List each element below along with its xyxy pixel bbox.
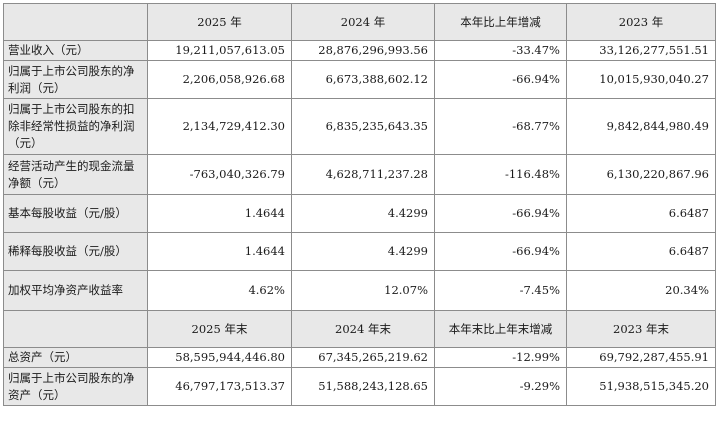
financial-summary: 2025 年 2024 年 本年比上年增减 2023 年 营业收入（元） 19,… [3, 3, 716, 434]
value-2025: 2,134,729,412.30 [147, 98, 292, 155]
value-change: -66.94% [434, 194, 567, 233]
value-2024: 4.4299 [291, 194, 435, 233]
row-label: 归属于上市公司股东的净资产（元） [3, 367, 148, 406]
value-change: -116.48% [434, 154, 567, 195]
header-corner [3, 3, 148, 41]
table-row: 稀释每股收益（元/股） 1.4644 4.4299 -66.94% 6.6487 [3, 232, 716, 271]
table-row: 营业收入（元） 19,211,057,613.05 28,876,296,993… [3, 40, 716, 61]
value-2024: 6,673,388,602.12 [291, 60, 435, 99]
value-2025: 2,206,058,926.68 [147, 60, 292, 99]
value-2024: 4.4299 [291, 232, 435, 271]
header-2024: 2024 年 [291, 3, 435, 41]
table-row: 归属于上市公司股东的扣除非经常性损益的净利润（元） 2,134,729,412.… [3, 98, 716, 155]
value-change: -7.45% [434, 270, 567, 311]
value-2025: 1.4644 [147, 232, 292, 271]
value-2023: 20.34% [566, 270, 716, 311]
value-2025: -763,040,326.79 [147, 154, 292, 195]
table-row: 经营活动产生的现金流量净额（元） -763,040,326.79 4,628,7… [3, 154, 716, 195]
value-change: -33.47% [434, 40, 567, 61]
row-label: 加权平均净资产收益率 [3, 270, 148, 311]
header-2024-end: 2024 年末 [291, 310, 435, 348]
header-row-annual: 2025 年 2024 年 本年比上年增减 2023 年 [3, 3, 716, 41]
value-2023: 69,792,287,455.91 [566, 347, 716, 368]
table-row: 加权平均净资产收益率 4.62% 12.07% -7.45% 20.34% [3, 270, 716, 311]
header-corner [3, 310, 148, 348]
header-2023: 2023 年 [566, 3, 716, 41]
row-label: 归属于上市公司股东的净利润（元） [3, 60, 148, 99]
table-row: 归属于上市公司股东的净资产（元） 46,797,173,513.37 51,58… [3, 367, 716, 406]
header-2025: 2025 年 [147, 3, 292, 41]
value-change: -12.99% [434, 347, 567, 368]
row-label: 总资产（元） [3, 347, 148, 368]
row-label: 稀释每股收益（元/股） [3, 232, 148, 271]
value-2025: 1.4644 [147, 194, 292, 233]
value-change: -66.94% [434, 60, 567, 99]
value-change: -66.94% [434, 232, 567, 271]
value-2023: 6,130,220,867.96 [566, 154, 716, 195]
value-change: -9.29% [434, 367, 567, 406]
row-label: 归属于上市公司股东的扣除非经常性损益的净利润（元） [3, 98, 148, 155]
header-change: 本年比上年增减 [434, 3, 567, 41]
value-2023: 51,938,515,345.20 [566, 367, 716, 406]
value-2025: 58,595,944,446.80 [147, 347, 292, 368]
value-2024: 51,588,243,128.65 [291, 367, 435, 406]
row-label: 基本每股收益（元/股） [3, 194, 148, 233]
value-2023: 10,015,930,040.27 [566, 60, 716, 99]
value-2024: 67,345,265,219.62 [291, 347, 435, 368]
value-2025: 46,797,173,513.37 [147, 367, 292, 406]
header-2023-end: 2023 年末 [566, 310, 716, 348]
header-2025-end: 2025 年末 [147, 310, 292, 348]
header-change-end: 本年末比上年末增减 [434, 310, 567, 348]
value-2023: 6.6487 [566, 232, 716, 271]
value-2025: 19,211,057,613.05 [147, 40, 292, 61]
value-2023: 9,842,844,980.49 [566, 98, 716, 155]
value-change: -68.77% [434, 98, 567, 155]
row-label: 营业收入（元） [3, 40, 148, 61]
table-row: 基本每股收益（元/股） 1.4644 4.4299 -66.94% 6.6487 [3, 194, 716, 233]
value-2023: 6.6487 [566, 194, 716, 233]
value-2024: 4,628,711,237.28 [291, 154, 435, 195]
table-row: 总资产（元） 58,595,944,446.80 67,345,265,219.… [3, 347, 716, 368]
value-2024: 28,876,296,993.56 [291, 40, 435, 61]
value-2024: 12.07% [291, 270, 435, 311]
value-2025: 4.62% [147, 270, 292, 311]
row-label: 经营活动产生的现金流量净额（元） [3, 154, 148, 195]
table-row: 归属于上市公司股东的净利润（元） 2,206,058,926.68 6,673,… [3, 60, 716, 99]
value-2024: 6,835,235,643.35 [291, 98, 435, 155]
value-2023: 33,126,277,551.51 [566, 40, 716, 61]
financial-table: 2025 年 2024 年 本年比上年增减 2023 年 营业收入（元） 19,… [3, 3, 716, 406]
header-row-yearend: 2025 年末 2024 年末 本年末比上年末增减 2023 年末 [3, 310, 716, 348]
